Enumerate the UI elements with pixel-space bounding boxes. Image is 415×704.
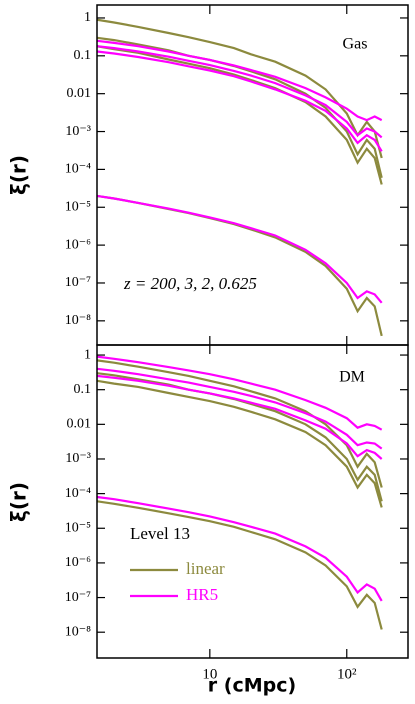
y-tick-label: 10⁻⁵ <box>65 520 91 535</box>
series-line <box>97 359 383 488</box>
series-line <box>97 194 383 337</box>
y-tick-label: 10⁻⁵ <box>65 199 91 214</box>
plot-area <box>97 18 383 337</box>
series-line <box>97 367 383 450</box>
y-tick-label: 10⁻⁴ <box>65 486 91 501</box>
y-tick-label: 10⁻⁴ <box>65 162 91 177</box>
series-line <box>97 50 383 152</box>
y-tick-label: 0.01 <box>67 86 92 101</box>
series-line <box>97 355 383 431</box>
y-tick-label: 10⁻⁷ <box>65 275 91 290</box>
y-tick-label: 10⁻⁸ <box>65 313 91 328</box>
series-line <box>97 500 383 630</box>
y-tick-label: 10⁻⁶ <box>65 555 91 570</box>
series-line <box>97 194 383 304</box>
annotation: z = 200, 3, 2, 0.625 <box>123 274 257 293</box>
series-line <box>97 45 383 185</box>
y-tick-label: 10⁻⁸ <box>65 624 91 639</box>
series-line <box>97 374 383 460</box>
series-line <box>97 372 383 502</box>
series-line <box>97 18 383 159</box>
x-axis-label: r (cMpc) <box>208 675 296 697</box>
y-tick-label: 1 <box>84 347 91 362</box>
x-tick-label: 10² <box>337 666 357 682</box>
series-line <box>97 379 383 508</box>
y-tick-label: 10⁻³ <box>65 124 91 139</box>
y-tick-label: 10⁻³ <box>65 451 91 466</box>
series-line <box>97 495 383 602</box>
y-axis-label: ξ(r) <box>7 482 31 522</box>
series-line <box>97 36 383 179</box>
x-tick-label: 10 <box>202 666 217 682</box>
y-tick-label: 10⁻⁶ <box>65 237 91 252</box>
y-tick-label: 1 <box>84 10 91 25</box>
series-line <box>97 39 383 122</box>
plot-area <box>97 355 383 630</box>
legend-label: HR5 <box>186 585 218 604</box>
series-line <box>97 45 383 139</box>
annotation: Level 13 <box>130 524 190 543</box>
panel-label: Gas <box>343 36 368 53</box>
y-tick-label: 0.01 <box>67 417 92 432</box>
frame <box>96 344 409 659</box>
panel-label: DM <box>339 369 365 386</box>
legend-label: linear <box>186 559 225 578</box>
y-tick-label: 0.1 <box>74 48 92 63</box>
y-tick-label: 10⁻⁷ <box>65 590 91 605</box>
y-axis-label: ξ(r) <box>7 155 31 195</box>
y-tick-label: 0.1 <box>74 382 92 397</box>
